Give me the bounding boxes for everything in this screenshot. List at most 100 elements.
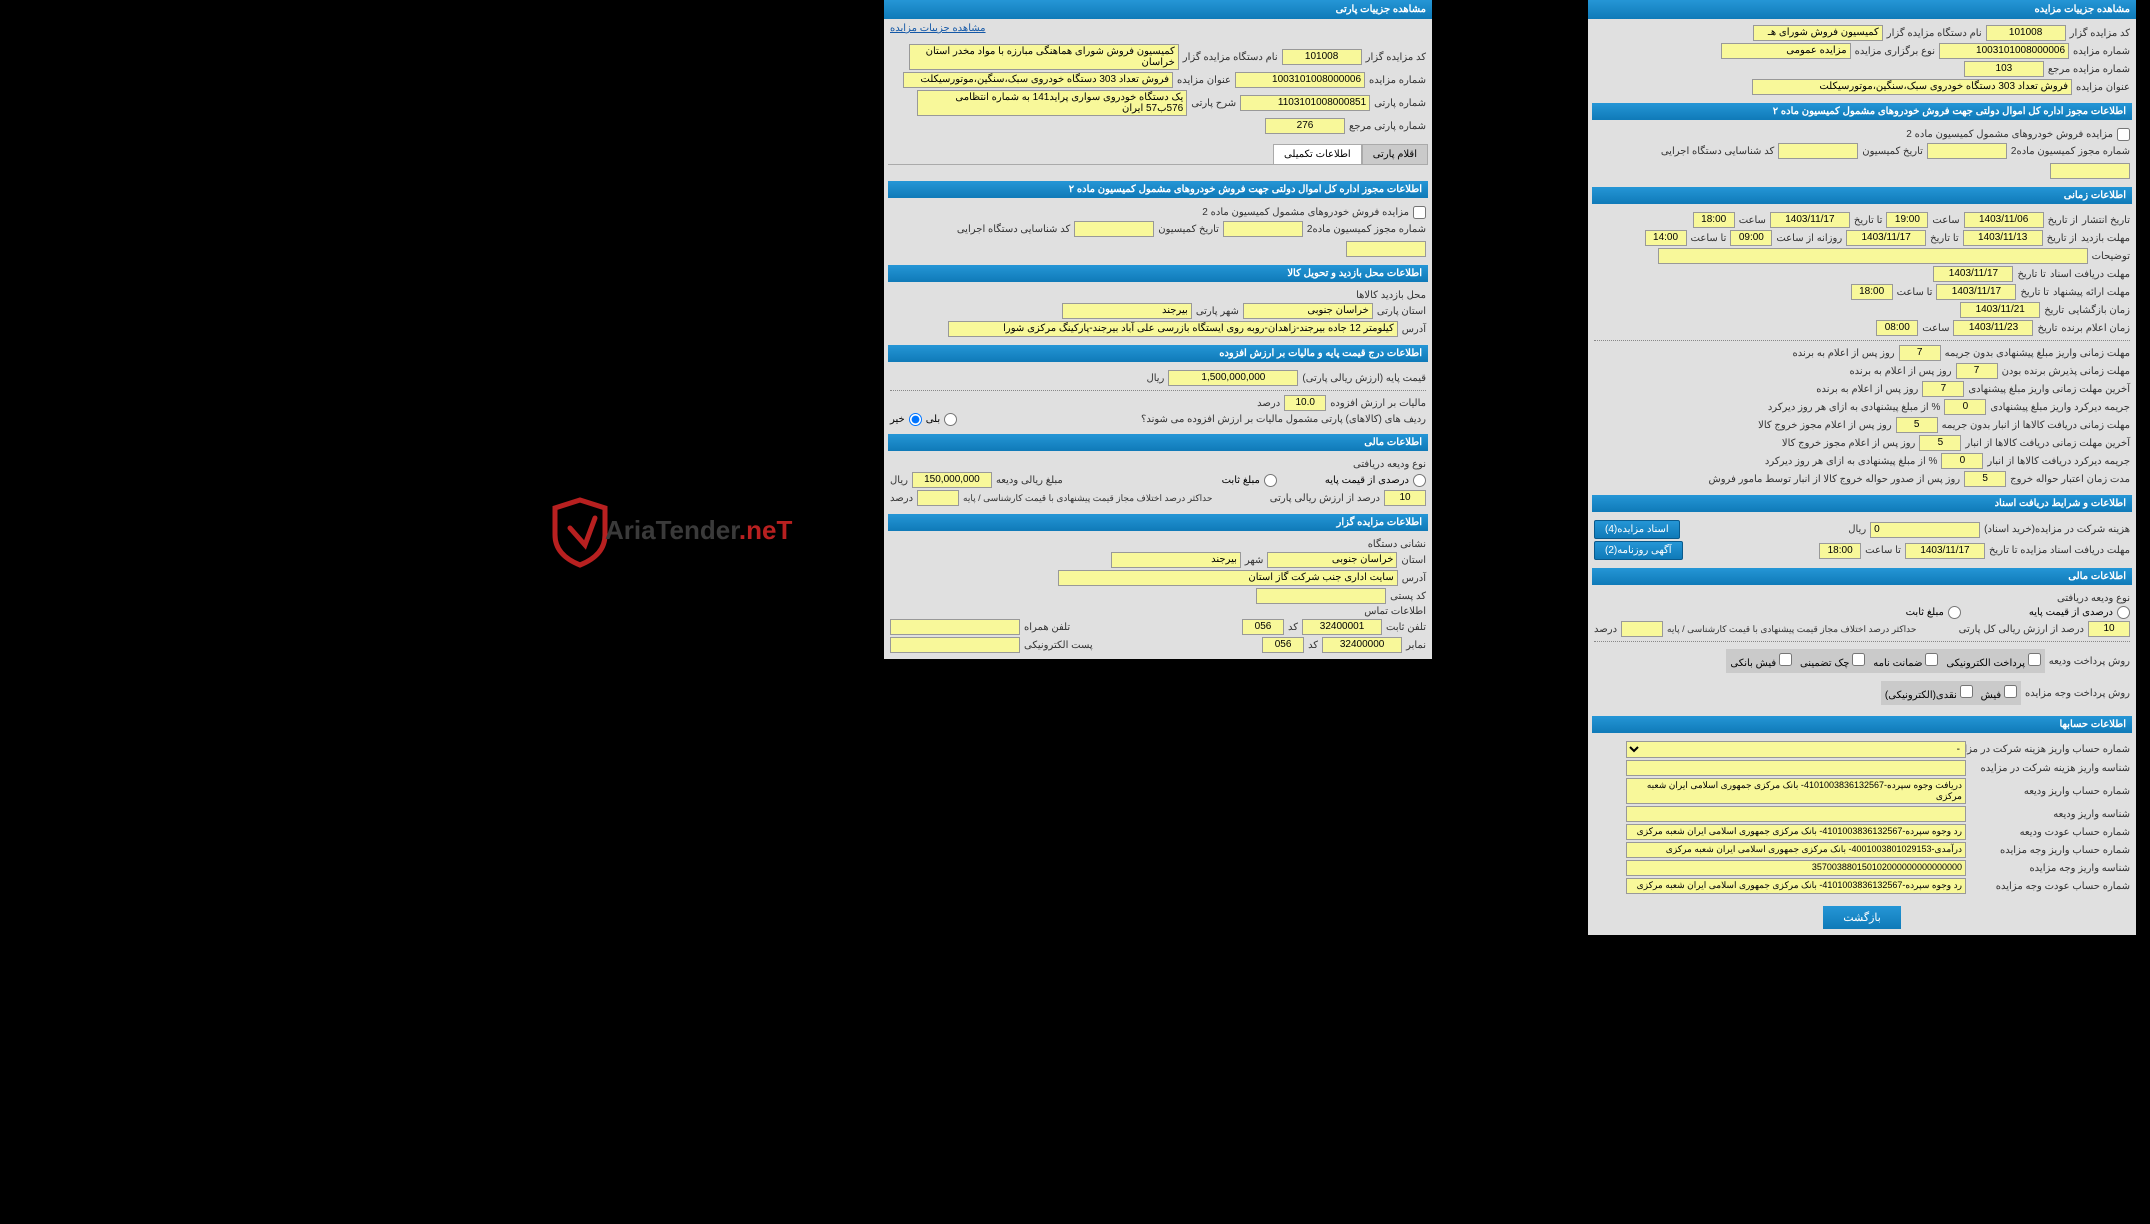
chk-check[interactable] — [1852, 653, 1865, 666]
doc-to-d: 1403/11/17 — [1933, 266, 2013, 282]
fixed-label: مبلغ ثابت — [1222, 475, 1260, 486]
max-label: حداکثر درصد اختلاف مجاز قیمت پیشنهادی با… — [963, 493, 1212, 504]
auction-no-label: شماره مزایده — [1369, 75, 1426, 86]
wm-text2: .neT — [739, 515, 792, 545]
permit-agency-label: کد شناسایی دستگاه اجرایی — [957, 224, 1070, 235]
price-header: اطلاعات درج قیمت پایه و مالیات بر ارزش ا… — [888, 345, 1428, 362]
l-title-label: عنوان مزایده — [2076, 82, 2130, 93]
return-button[interactable]: بازگشت — [1823, 906, 1901, 929]
base-label: قیمت پایه (ارزش ریالی پارتی) — [1302, 373, 1426, 384]
offer-to-d: 1403/11/17 — [1936, 284, 2016, 300]
acc-l4: شناسه واریز ودیعه — [1970, 809, 2130, 820]
offer-to-h: 18:00 — [1851, 284, 1893, 300]
permit-no-label: شماره مجوز کمیسیون ماده2 — [1307, 224, 1426, 235]
deadline-h: 18:00 — [1819, 543, 1861, 559]
chk-guarantee[interactable] — [1925, 653, 1938, 666]
notes-field[interactable] — [1658, 248, 2088, 264]
accounts-header: اطلاعات حسابها — [1592, 716, 2132, 733]
tab-extra[interactable]: اطلاعات تکمیلی — [1273, 144, 1362, 164]
l-permit-date-label: تاریخ کمیسیون — [1862, 146, 1923, 157]
tax-yes-radio[interactable] — [944, 413, 957, 426]
publish-from-h: 19:00 — [1886, 212, 1928, 228]
newspaper-button[interactable]: آگهی روزنامه(2) — [1594, 541, 1683, 560]
l-permit-no-field[interactable] — [1927, 143, 2007, 159]
docs-button[interactable]: اسناد مزایده(4) — [1594, 520, 1680, 539]
acc-l7: شناسه واریز وجه مزایده — [1970, 863, 2130, 874]
divider — [1594, 641, 2130, 642]
permit-date-field[interactable] — [1074, 221, 1154, 237]
province-field: خراسان جنوبی — [1243, 303, 1373, 319]
l-title-field: فروش تعداد 303 دستگاه خودروی سبک،سنگین،م… — [1752, 79, 2072, 95]
acc-v8: رد وجوه سپرده-4101003836132567- بانک مرک… — [1626, 878, 1966, 894]
exit-label: مدت زمان اعتبار حواله خروج — [2010, 474, 2130, 485]
l-permit-date-field[interactable] — [1778, 143, 1858, 159]
max-field[interactable] — [917, 490, 959, 506]
phone-label: تلفن ثابت — [1386, 622, 1426, 633]
org-loc-label: نشانی دستگاه — [1368, 539, 1426, 550]
chk-cash[interactable] — [1960, 685, 1973, 698]
acc-l2: شناسه واریز هزینه شرکت در مزایده — [1970, 763, 2130, 774]
tabs: اقلام پارتی اطلاعات تکمیلی — [888, 144, 1428, 165]
l-finance-header: اطلاعات مالی — [1592, 568, 2132, 585]
permit-chk-label: مزایده فروش خودروهای مشمول کمیسیون ماده … — [1202, 207, 1409, 218]
mobile-field[interactable] — [890, 619, 1020, 635]
acc-v1[interactable]: - — [1626, 741, 1966, 758]
fixed-radio[interactable] — [1264, 474, 1277, 487]
accept-label: مهلت زمانی پذیرش برنده بودن — [2002, 366, 2130, 377]
org-addr-label: آدرس — [1402, 573, 1426, 584]
notes-label: توضیحات — [2092, 251, 2130, 262]
acc-v4[interactable] — [1626, 806, 1966, 822]
l-permit-header: اطلاعات مجوز اداره کل اموال دولتی جهت فر… — [1592, 103, 2132, 120]
chk-electronic[interactable] — [2028, 653, 2041, 666]
accept-field: 7 — [1956, 363, 1998, 379]
acc-v5: رد وجوه سپرده-4101003836132567- بانک مرک… — [1626, 824, 1966, 840]
ref-label: شماره پارتی مرجع — [1349, 121, 1426, 132]
chk-slip[interactable] — [1779, 653, 1792, 666]
l-permit-agency-field[interactable] — [2050, 163, 2130, 179]
l-name-label: نام دستگاه مزایده گزار — [1887, 28, 1982, 39]
email-label: پست الکترونیکی — [1024, 640, 1093, 651]
pay-field: 7 — [1899, 345, 1941, 361]
l-fixed-radio[interactable] — [1948, 606, 1961, 619]
publish-to-h: 18:00 — [1693, 212, 1735, 228]
l-permit-checkbox[interactable] — [2117, 128, 2130, 141]
pct-radio[interactable] — [1413, 474, 1426, 487]
permit-no-field[interactable] — [1223, 221, 1303, 237]
code-field: 101008 — [1282, 49, 1362, 65]
acc-v2[interactable] — [1626, 760, 1966, 776]
pickpen-label: جریمه دیرکرد دریافت کالاها از انبار — [1987, 456, 2130, 467]
pickup-label: مهلت زمانی دریافت کالاها از انبار بدون ج… — [1942, 420, 2130, 431]
addr-label: آدرس — [1402, 324, 1426, 335]
pct2-field: 10 — [1384, 490, 1426, 506]
l-pct-radio[interactable] — [2117, 606, 2130, 619]
code-label: کد مزایده گزار — [1366, 52, 1426, 63]
permit-checkbox[interactable] — [1413, 206, 1426, 219]
org-city-field: بیرجند — [1111, 552, 1241, 568]
finance-header-r: اطلاعات مالی — [888, 434, 1428, 451]
tab-items[interactable]: اقلام پارتی — [1362, 144, 1428, 164]
pickup-field: 5 — [1896, 417, 1938, 433]
l-max-field[interactable] — [1621, 621, 1663, 637]
name-label: نام دستگاه مزایده گزار — [1183, 52, 1278, 63]
addr-field: کیلومتر 12 جاده بیرجند-زاهدان-روبه روی ا… — [948, 321, 1398, 337]
chk-slip2[interactable] — [2004, 685, 2017, 698]
province-label: استان پارتی — [1377, 306, 1426, 317]
pay-label: مهلت زمانی واریز مبلغ پیشنهادی بدون جریم… — [1945, 348, 2130, 359]
email-field[interactable] — [890, 637, 1020, 653]
permit-agency-field[interactable] — [1346, 241, 1426, 257]
organizer-header: اطلاعات مزایده گزار — [888, 514, 1428, 531]
org-postal-label: کد پستی — [1390, 591, 1426, 602]
yes-label: بلی — [926, 414, 940, 425]
l-ref-label: شماره مزایده مرجع — [2048, 64, 2130, 75]
org-postal-field[interactable] — [1256, 588, 1386, 604]
visit-label-l: مهلت بازدید — [2081, 233, 2130, 244]
tax-no-radio[interactable] — [909, 413, 922, 426]
l-permit-no-label: شماره مجوز کمیسیون ماده2 — [2011, 146, 2130, 157]
offer-label: مهلت ارائه پیشنهاد — [2053, 287, 2130, 298]
publish-label: تاریخ انتشار — [2082, 215, 2130, 226]
doc-label: مهلت دریافت اسناد — [2050, 269, 2130, 280]
party-no-label: شماره پارتی — [1374, 98, 1426, 109]
base-field: 1,500,000,000 — [1168, 370, 1298, 386]
view-auction-details-link[interactable]: مشاهده جزییات مزایده — [890, 23, 986, 34]
deposit-method-label: روش پرداخت ودیعه — [2049, 656, 2130, 667]
